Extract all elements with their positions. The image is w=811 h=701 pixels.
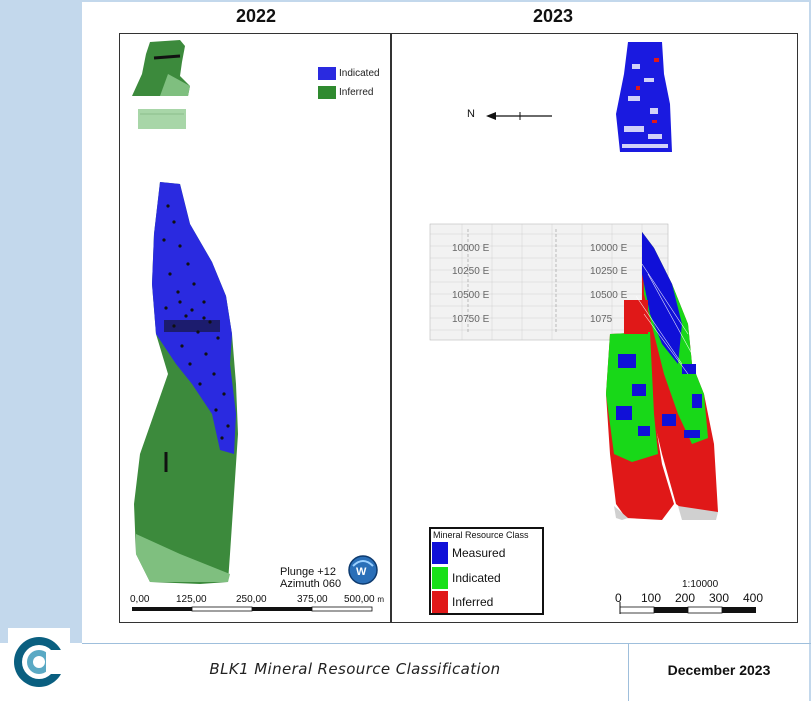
right-border [809,0,811,701]
panel-2023 [391,33,798,623]
grid-label: 10000 E [452,243,490,254]
legend-inferred: Inferred [318,86,373,99]
model-2023-drawing [429,42,756,614]
legend-indicated-2023-label: Indicated [452,571,501,585]
grid-label: 10250 E [452,266,490,277]
company-logo [8,628,70,694]
footer-title: BLK1 Mineral Resource Classification [209,660,501,678]
grid-label: 10250 E [590,266,628,277]
grid-label: 10000 E [590,243,628,254]
legend-measured: Measured [432,541,538,565]
legend-inferred-swatch [318,86,336,99]
grid-label: 10500 E [452,290,490,301]
legend-indicated-2023-swatch [432,567,448,589]
scale-2023-tick-0: 0 [615,591,622,605]
north-label: N [467,108,475,120]
scale-tick-1: 125,00 [176,594,207,605]
legend-inferred-2023-label: Inferred [452,595,494,609]
legend-inferred-2023: Inferred [432,590,538,614]
globe-icon: W [348,555,378,585]
scale-2023-tick-3: 300 [709,591,730,605]
azimuth-label: Azimuth 060 [280,578,342,590]
scale-2023-tick-1: 100 [641,591,662,605]
legend-inferred-label: Inferred [339,87,374,98]
scale-2023-tick-4: 400 [743,591,764,605]
orientation-label: Plunge +12 Azimuth 060 [280,566,341,590]
grid-label: 1075 [590,314,613,325]
legend-indicated-label: Indicated [339,68,380,79]
scale-2023-tick-2: 200 [675,591,696,605]
scale-tick-4: 500,00 m [344,594,385,605]
panel-title-2022: 2022 [236,6,277,26]
grid-label: 10500 E [590,290,628,301]
legend-indicated: Indicated [318,67,380,80]
svg-text:W: W [356,566,367,578]
footer-date: December 2023 [667,662,771,678]
grid-label: 10750 E [452,314,490,325]
scale-tick-2: 250,00 [236,594,267,605]
mineral-resource-class-title: Mineral Resource Class [433,530,529,540]
panel-title-2023: 2023 [533,6,574,26]
model-2022-drawing: W [132,40,378,612]
legend-inferred-2023-swatch [432,591,448,613]
north-arrow-icon [486,112,552,120]
panel-2022: W [119,33,391,623]
legend-indicated-2023: Indicated [432,566,538,590]
legend-measured-swatch [432,542,448,564]
top-border [82,0,811,2]
scale-ratio: 1:10000 [682,579,719,590]
legend-indicated-swatch [318,67,336,80]
legend-measured-label: Measured [452,546,506,560]
footer-divider-line [82,643,811,644]
footer-vertical-divider [628,644,629,701]
scale-tick-3: 375,00 [297,594,328,605]
plunge-label: Plunge +12 [280,566,336,578]
side-accent-strip [0,0,82,643]
scale-tick-0: 0,00 [130,594,150,605]
mineral-resource-class-legend: Mineral Resource Class Measured Indicate… [429,527,544,615]
